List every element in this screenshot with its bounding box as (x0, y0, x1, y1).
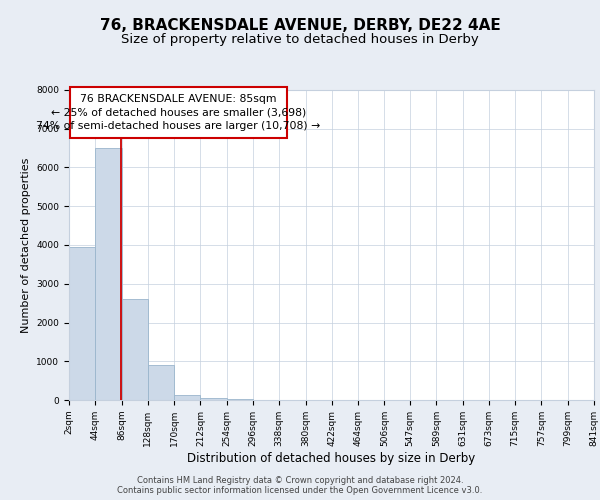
Bar (227, 399, 253, 400)
Text: 76 BRACKENSDALE AVENUE: 85sqm
← 25% of detached houses are smaller (3,698)
74% o: 76 BRACKENSDALE AVENUE: 85sqm ← 25% of d… (37, 94, 320, 130)
X-axis label: Distribution of detached houses by size in Derby: Distribution of detached houses by size … (187, 452, 476, 464)
Y-axis label: Number of detached properties: Number of detached properties (21, 158, 31, 332)
Bar (95, 148, 122, 400)
Text: Contains HM Land Registry data © Crown copyright and database right 2024.
Contai: Contains HM Land Registry data © Crown c… (118, 476, 482, 495)
Bar (122, 299, 148, 400)
Bar (148, 365, 174, 400)
FancyBboxPatch shape (70, 87, 287, 138)
Bar (174, 395, 200, 400)
Text: Size of property relative to detached houses in Derby: Size of property relative to detached ho… (121, 32, 479, 46)
Bar (200, 398, 227, 400)
Text: 76, BRACKENSDALE AVENUE, DERBY, DE22 4AE: 76, BRACKENSDALE AVENUE, DERBY, DE22 4AE (100, 18, 500, 32)
Bar (69, 247, 95, 400)
